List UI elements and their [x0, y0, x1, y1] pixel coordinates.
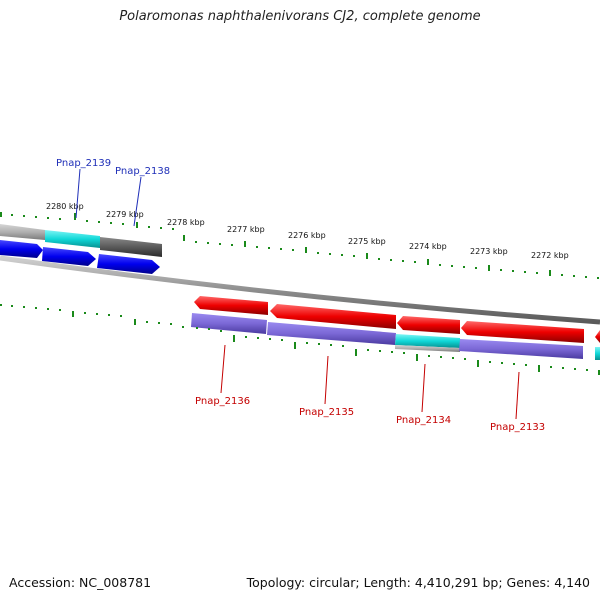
forward-label-leaders	[75, 168, 142, 227]
kbp-label: 2279 kbp	[106, 210, 144, 219]
reverse-gene-pnap-2134[interactable]	[397, 316, 460, 334]
gene-label-pnap-2133[interactable]: Pnap_2133	[490, 422, 545, 433]
accession-text: Accession: NC_008781	[9, 575, 152, 590]
backbone-ring	[0, 255, 600, 325]
gene-label-pnap-2134[interactable]: Pnap_2134	[396, 415, 451, 426]
kbp-label: 2277 kbp	[227, 225, 265, 234]
reverse-gene-pnap-2136[interactable]	[194, 296, 268, 315]
reverse-label-leaders	[220, 344, 520, 420]
gene-label-pnap-2135[interactable]: Pnap_2135	[299, 407, 354, 418]
kbp-label: 2276 kbp	[288, 231, 326, 240]
gc-segment	[267, 322, 396, 345]
kbp-label: 2272 kbp	[531, 251, 569, 260]
kbp-label: 2274 kbp	[409, 242, 447, 251]
gc-segment	[100, 237, 162, 257]
genome-summary-text: Topology: circular; Length: 4,410,291 bp…	[246, 575, 590, 590]
map-title: Polaromonas naphthalenivorans CJ2, compl…	[119, 9, 481, 24]
kbp-label: 2278 kbp	[167, 218, 205, 227]
reverse-gene-arrow[interactable]	[595, 330, 600, 343]
upper-tick-ruler	[0, 212, 599, 279]
forward-gene-pnap-2139[interactable]	[42, 247, 96, 266]
forward-gene-pnap-2138[interactable]	[97, 254, 160, 274]
gene-label-pnap-2139[interactable]: Pnap_2139	[56, 158, 111, 169]
kbp-label: 2280 kbp	[46, 202, 84, 211]
gc-segment	[191, 313, 267, 334]
gc-segment	[395, 334, 460, 348]
gene-label-pnap-2136[interactable]: Pnap_2136	[195, 396, 250, 407]
gc-segment	[459, 339, 583, 359]
kbp-label: 2273 kbp	[470, 247, 508, 256]
gc-segment	[595, 347, 600, 360]
forward-gene-arrow[interactable]	[0, 240, 43, 258]
gene-label-pnap-2138[interactable]: Pnap_2138	[115, 166, 170, 177]
reverse-gene-pnap-2135[interactable]	[270, 304, 396, 329]
gc-segment	[395, 345, 460, 352]
lower-tick-ruler	[0, 304, 600, 375]
gc-segment	[0, 224, 45, 240]
reverse-gene-pnap-2133[interactable]	[461, 321, 584, 343]
kbp-label: 2275 kbp	[348, 237, 386, 246]
gc-segment	[45, 230, 100, 248]
